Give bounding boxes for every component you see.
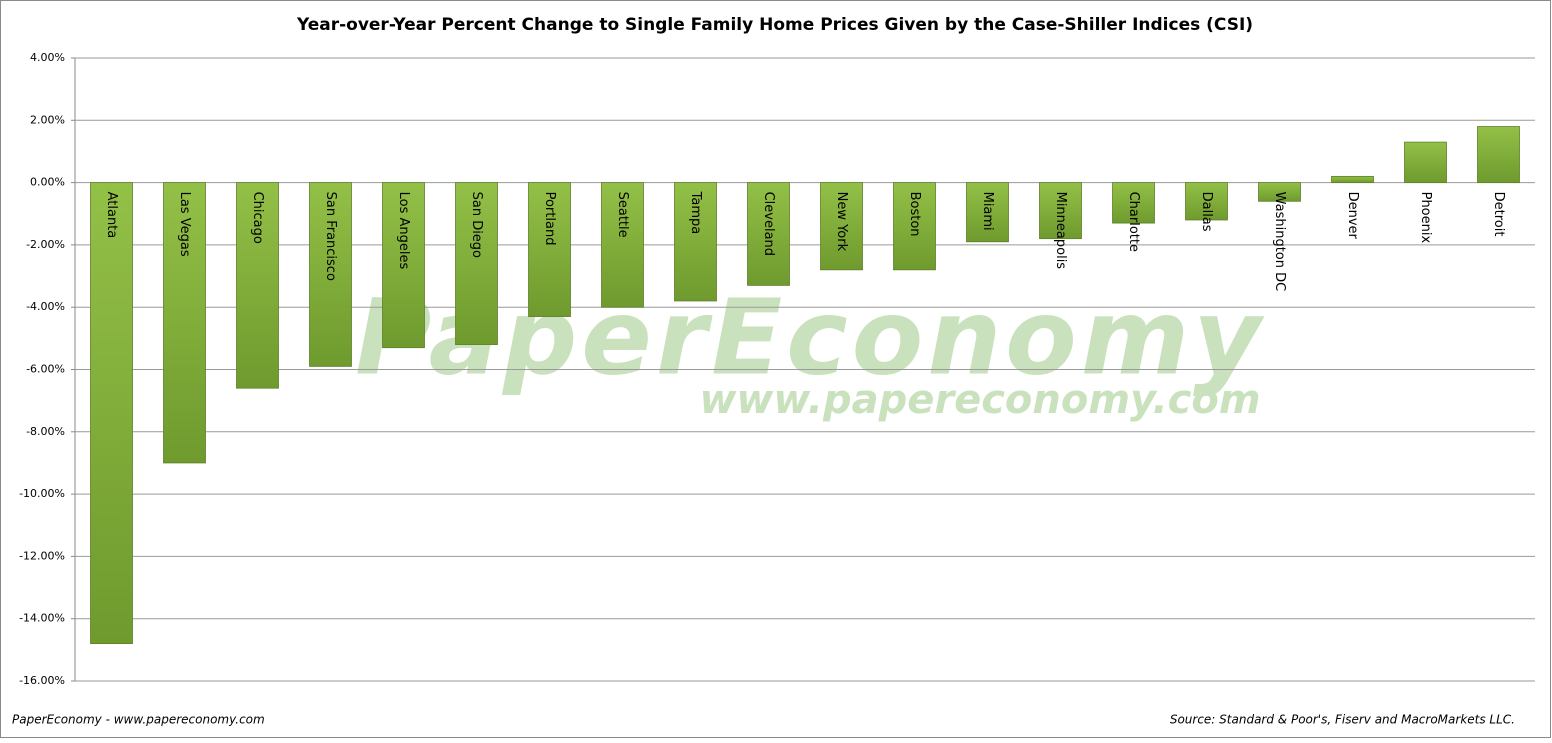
footer-right: Source: Standard & Poor's, Fiserv and Ma…	[1170, 713, 1515, 727]
bar	[528, 182, 571, 317]
y-tick-label: -14.00%	[19, 612, 65, 625]
bar	[90, 182, 133, 645]
bar	[382, 182, 425, 349]
bar	[455, 182, 498, 345]
y-tick-label: -2.00%	[26, 238, 65, 251]
category-label: Seattle	[615, 192, 630, 238]
bar	[674, 182, 717, 302]
category-label: Los Angeles	[396, 192, 411, 270]
bar	[893, 182, 936, 271]
category-label: Boston	[907, 192, 922, 237]
category-label: Dallas	[1199, 192, 1214, 232]
category-label: Portland	[542, 192, 557, 246]
watermark: www.papereconomy.com	[699, 377, 1260, 423]
category-label: Cleveland	[761, 192, 776, 256]
category-label: Atlanta	[104, 192, 119, 239]
category-label: Chicago	[250, 192, 265, 244]
bar	[1185, 182, 1228, 221]
y-tick-label: 0.00%	[30, 176, 65, 189]
y-tick-label: -10.00%	[19, 487, 65, 500]
category-label: Detroit	[1491, 192, 1506, 237]
category-label: San Diego	[469, 192, 484, 258]
y-tick-label: -12.00%	[19, 549, 65, 562]
bar	[820, 182, 863, 271]
category-label: Denver	[1345, 192, 1360, 240]
y-tick-label: -16.00%	[19, 674, 65, 687]
bar	[1039, 182, 1082, 240]
y-tick-label: 2.00%	[30, 113, 65, 126]
category-label: Phoenix	[1418, 192, 1433, 244]
category-label: Miami	[980, 192, 995, 231]
bar	[1404, 141, 1447, 183]
bar	[1477, 126, 1520, 183]
bar	[1258, 182, 1301, 202]
y-tick-label: 4.00%	[30, 51, 65, 64]
bar	[1112, 182, 1155, 224]
category-label: Minneapolis	[1053, 192, 1068, 270]
footer-left: PaperEconomy - www.papereconomy.com	[12, 713, 265, 727]
category-label: Charlotte	[1126, 192, 1141, 252]
bar	[236, 182, 279, 389]
y-tick-label: -6.00%	[26, 363, 65, 376]
category-label: San Francisco	[323, 192, 338, 281]
chart-title: Year-over-Year Percent Change to Single …	[296, 15, 1253, 35]
watermark: PaperEconomy	[355, 276, 1265, 398]
y-tick-label: -8.00%	[26, 425, 65, 438]
category-label: New York	[834, 192, 849, 252]
bar	[163, 182, 206, 464]
bar	[747, 182, 790, 286]
bar	[601, 182, 644, 308]
category-label: Las Vegas	[177, 192, 192, 257]
y-tick-label: -4.00%	[26, 300, 65, 313]
bar	[1331, 175, 1374, 183]
bar	[966, 182, 1009, 243]
category-label: Tampa	[688, 191, 703, 235]
category-label: Washington DC	[1272, 192, 1287, 292]
bar	[309, 182, 352, 367]
